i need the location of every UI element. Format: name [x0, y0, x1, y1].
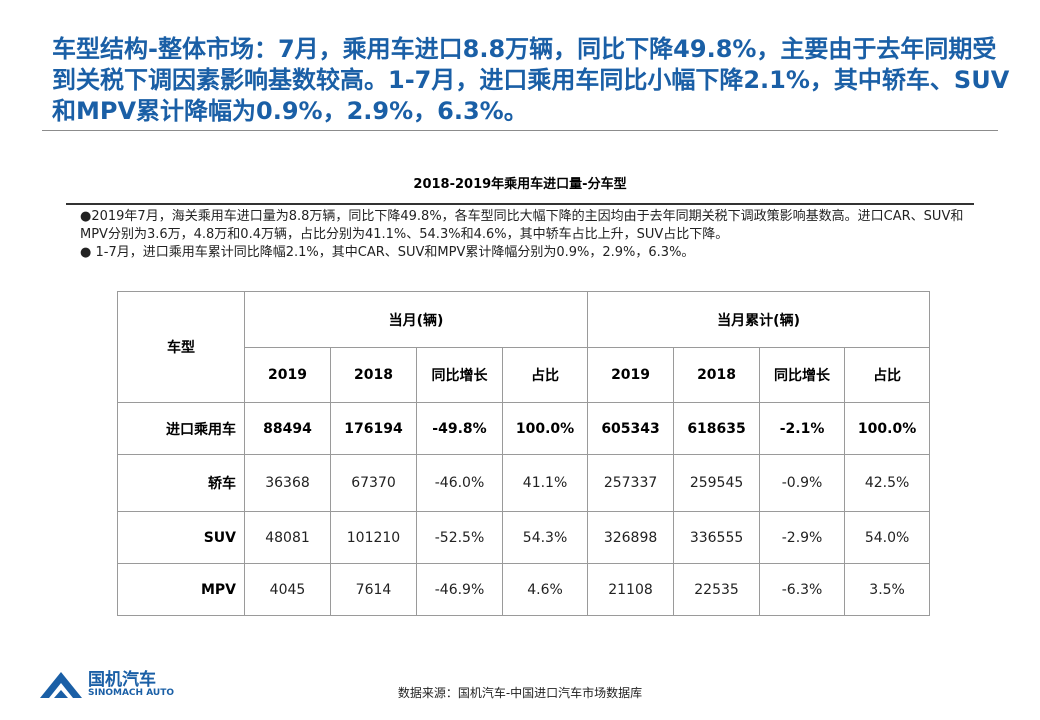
- table-row: 轿车 36368 67370 -46.0% 41.1% 257337 25954…: [117, 454, 931, 512]
- company-logo: 国机汽车 SINOMACH AUTO: [40, 662, 190, 702]
- table-cell: 88494: [244, 402, 331, 455]
- column-header: 2018: [673, 347, 761, 403]
- table-cell: 41.1%: [501, 454, 589, 512]
- logo-name-cn: 国机汽车: [88, 670, 156, 690]
- table-cell: 336555: [673, 511, 761, 564]
- notes: ●2019年7月，海关乘用车进口量为8.8万辆，同比下降49.8%，各车型同比大…: [80, 208, 970, 262]
- table-cell: -2.1%: [759, 402, 846, 455]
- table-cell: 54.0%: [844, 511, 931, 564]
- table-cell: 259545: [673, 454, 761, 512]
- table-cell: 326898: [587, 511, 675, 564]
- table-cell: 36368: [244, 454, 331, 512]
- table-cell: 54.3%: [501, 511, 589, 564]
- table-cell: -0.9%: [759, 454, 846, 512]
- row-label: SUV: [117, 511, 245, 564]
- import-volume-table: 车型 当月(辆) 当月累计(辆) 2019 2018 同比增长 占比 2019 …: [117, 291, 931, 616]
- table-row-total: 进口乘用车 88494 176194 -49.8% 100.0% 605343 …: [117, 402, 931, 455]
- column-header: 同比增长: [416, 347, 503, 403]
- table-row: MPV 4045 7614 -46.9% 4.6% 21108 22535 -6…: [117, 563, 931, 616]
- table-cell: -46.0%: [416, 454, 503, 512]
- month-group-header: 当月(辆): [243, 291, 589, 348]
- table-cell: 257337: [587, 454, 675, 512]
- row-label: MPV: [117, 563, 245, 616]
- table-cell: 7614: [330, 563, 417, 616]
- headline-divider: [42, 130, 998, 131]
- note-item: ● 1-7月，进口乘用车累计同比降幅2.1%，其中CAR、SUV和MPV累计降幅…: [80, 245, 695, 260]
- table-cell: 48081: [244, 511, 331, 564]
- table-title-divider: [66, 203, 974, 205]
- column-header: 占比: [501, 347, 589, 403]
- table-cell: 176194: [330, 402, 417, 455]
- table-title: 2018-2019年乘用车进口量-分车型: [413, 177, 627, 192]
- column-header: 2018: [330, 347, 417, 403]
- logo-name-en: SINOMACH AUTO: [88, 688, 174, 698]
- table-cell: 101210: [330, 511, 417, 564]
- table-cell: 618635: [673, 402, 761, 455]
- table-cell: -49.8%: [416, 402, 503, 455]
- row-label: 进口乘用车: [117, 402, 245, 455]
- table-cell: 21108: [587, 563, 675, 616]
- table-cell: 42.5%: [844, 454, 931, 512]
- column-header: 占比: [844, 347, 931, 403]
- table-cell: -2.9%: [759, 511, 846, 564]
- row-label: 轿车: [117, 454, 245, 512]
- table-cell: -52.5%: [416, 511, 503, 564]
- cumulative-group-header: 当月累计(辆): [587, 291, 931, 348]
- headline: 车型结构-整体市场：7月，乘用车进口8.8万辆，同比下降49.8%，主要由于去年…: [52, 35, 1010, 125]
- table-cell: 4045: [244, 563, 331, 616]
- column-header: 2019: [587, 347, 675, 403]
- table-cell: 3.5%: [844, 563, 931, 616]
- table-cell: 100.0%: [501, 402, 589, 455]
- table-row: SUV 48081 101210 -52.5% 54.3% 326898 336…: [117, 511, 931, 564]
- column-header: 2019: [244, 347, 331, 403]
- column-header: 同比增长: [759, 347, 846, 403]
- table-cell: 100.0%: [844, 402, 931, 455]
- sinomach-logo-icon: [40, 672, 82, 698]
- note-item: ●2019年7月，海关乘用车进口量为8.8万辆，同比下降49.8%，各车型同比大…: [80, 209, 964, 242]
- type-header: 车型: [117, 291, 245, 403]
- table-cell: 67370: [330, 454, 417, 512]
- table-cell: 22535: [673, 563, 761, 616]
- table-cell: 605343: [587, 402, 675, 455]
- table-cell: -6.3%: [759, 563, 846, 616]
- table-cell: 4.6%: [501, 563, 589, 616]
- table-cell: -46.9%: [416, 563, 503, 616]
- data-source: 数据来源：国机汽车-中国进口汽车市场数据库: [397, 686, 643, 700]
